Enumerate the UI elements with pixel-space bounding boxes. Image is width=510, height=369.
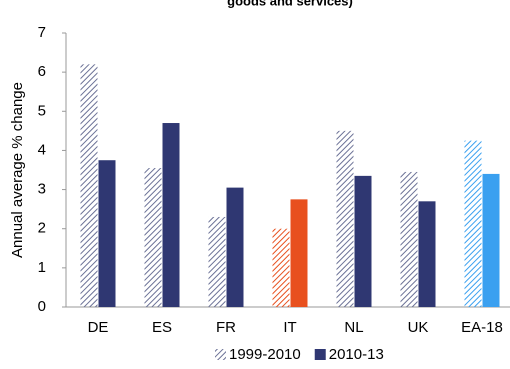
- bar: [226, 187, 244, 307]
- bar: [290, 199, 308, 307]
- x-tick-label: UK: [408, 319, 429, 336]
- bar: [144, 168, 162, 307]
- bar: [418, 201, 436, 307]
- x-tick-label: EA-18: [461, 319, 503, 336]
- x-tick-label: NL: [344, 319, 363, 336]
- chart-title: goods and services): [227, 0, 353, 8]
- bar: [482, 173, 500, 307]
- bar: [80, 64, 98, 307]
- legend: 1999-2010 2010-13: [215, 346, 384, 363]
- y-tick-label: 4: [38, 141, 46, 158]
- bar: [272, 228, 290, 307]
- x-tick-label: FR: [216, 319, 236, 336]
- y-tick-label: 3: [38, 181, 46, 198]
- bar: [336, 130, 354, 307]
- x-tick-label: IT: [283, 319, 296, 336]
- y-tick-label: 1: [38, 259, 46, 276]
- bar: [208, 216, 226, 307]
- y-tick-label: 0: [38, 298, 46, 315]
- y-tick-label: 5: [38, 102, 46, 119]
- legend-label: 1999-2010: [229, 346, 301, 363]
- legend-swatch: [314, 349, 326, 360]
- y-tick-label: 7: [38, 24, 46, 41]
- y-tick-label: 2: [38, 220, 46, 237]
- x-tick-label: DE: [88, 319, 109, 336]
- bar: [98, 160, 116, 307]
- bar: [162, 123, 180, 308]
- bar: [400, 171, 418, 307]
- legend-swatch: [215, 349, 226, 360]
- bar: [354, 175, 372, 307]
- y-tick-label: 6: [38, 63, 46, 80]
- x-tick-label: ES: [152, 319, 172, 336]
- bar: [464, 140, 482, 307]
- y-axis-label: Annual average % change: [9, 82, 26, 258]
- legend-label: 2010-13: [329, 346, 384, 363]
